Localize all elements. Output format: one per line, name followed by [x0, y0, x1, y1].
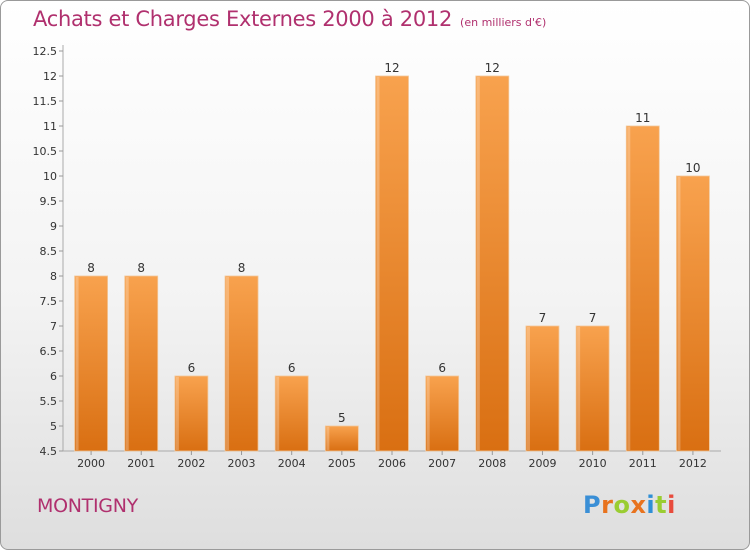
data-label: 12: [384, 61, 399, 75]
data-label: 8: [87, 261, 95, 275]
data-label: 6: [288, 361, 296, 375]
bar-highlight: [627, 127, 631, 450]
data-label: 7: [539, 311, 547, 325]
y-tick-label: 10: [43, 170, 57, 183]
y-tick-label: 7.5: [40, 295, 58, 308]
logo-letter: P: [583, 491, 602, 519]
data-label: 7: [589, 311, 597, 325]
y-tick-label: 9: [50, 220, 57, 233]
bar-highlight: [677, 177, 681, 450]
y-tick-label: 12.5: [33, 45, 58, 58]
y-tick-label: 8: [50, 270, 57, 283]
chart-title: Achats et Charges Externes 2000 à 2012: [33, 7, 453, 31]
y-tick-label: 6.5: [40, 345, 58, 358]
bar-highlight: [476, 77, 480, 450]
y-tick-label: 9.5: [40, 195, 58, 208]
bar-highlight: [526, 327, 530, 450]
x-tick-label: 2006: [378, 457, 406, 470]
x-tick-label: 2001: [127, 457, 155, 470]
data-label: 8: [238, 261, 246, 275]
bar-2003: [224, 275, 259, 452]
bar-2005: [324, 425, 359, 452]
data-label: 6: [188, 361, 196, 375]
data-label: 11: [635, 111, 650, 125]
bar-highlight: [175, 377, 179, 450]
data-label: 10: [685, 161, 700, 175]
bar-2001: [124, 275, 159, 452]
bar-2006: [375, 75, 409, 452]
y-tick-label: 5.5: [40, 395, 58, 408]
bar-highlight: [326, 427, 330, 450]
logo-letter: t: [655, 491, 668, 519]
x-tick-label: 2007: [428, 457, 456, 470]
bar-highlight: [376, 77, 380, 450]
x-tick-label: 2008: [478, 457, 506, 470]
logo-letter: r: [601, 491, 614, 519]
x-tick-label: 2003: [228, 457, 256, 470]
bar-highlight: [226, 277, 230, 450]
logo-letter: i: [646, 491, 656, 519]
bar-2009: [525, 325, 560, 452]
data-label: 6: [438, 361, 446, 375]
y-tick-label: 11.5: [33, 95, 58, 108]
chart-subtitle: (en milliers d'€): [460, 16, 547, 29]
bar-2000: [74, 275, 108, 452]
data-label: 12: [485, 61, 500, 75]
proxiti-logo: Proxiti: [583, 491, 676, 519]
data-label: 5: [338, 411, 346, 425]
bar-2012: [676, 175, 710, 452]
bar-highlight: [426, 377, 430, 450]
location-label: MONTIGNY: [37, 495, 138, 517]
bar-2008: [475, 75, 510, 452]
x-tick-label: 2011: [629, 457, 657, 470]
logo-letter: x: [630, 491, 647, 519]
x-tick-label: 2005: [328, 457, 356, 470]
x-tick-label: 2004: [278, 457, 306, 470]
logo-letter: i: [667, 491, 676, 519]
y-tick-label: 5: [50, 420, 57, 433]
x-tick-label: 2002: [177, 457, 205, 470]
y-tick-label: 8.5: [40, 245, 58, 258]
y-tick-label: 10.5: [33, 145, 58, 158]
y-tick-label: 6: [50, 370, 57, 383]
bar-2011: [625, 125, 660, 452]
y-tick-label: 11: [43, 120, 57, 133]
bar-2004: [274, 375, 309, 452]
logo-letter: o: [613, 491, 631, 519]
data-label: 8: [137, 261, 145, 275]
bar-highlight: [125, 277, 129, 450]
y-tick-label: 7: [50, 320, 57, 333]
bar-2007: [425, 375, 460, 452]
bar-highlight: [276, 377, 280, 450]
bar-2010: [575, 325, 610, 452]
bar-highlight: [577, 327, 581, 450]
chart-title-block: Achats et Charges Externes 2000 à 2012 (e…: [33, 7, 546, 31]
y-tick-label: 4.5: [40, 445, 58, 458]
x-tick-label: 2000: [77, 457, 105, 470]
bar-highlight: [75, 277, 79, 450]
x-tick-label: 2012: [679, 457, 707, 470]
x-tick-label: 2010: [579, 457, 607, 470]
bar-2002: [174, 375, 209, 452]
x-tick-label: 2009: [528, 457, 556, 470]
y-tick-label: 12: [43, 70, 57, 83]
